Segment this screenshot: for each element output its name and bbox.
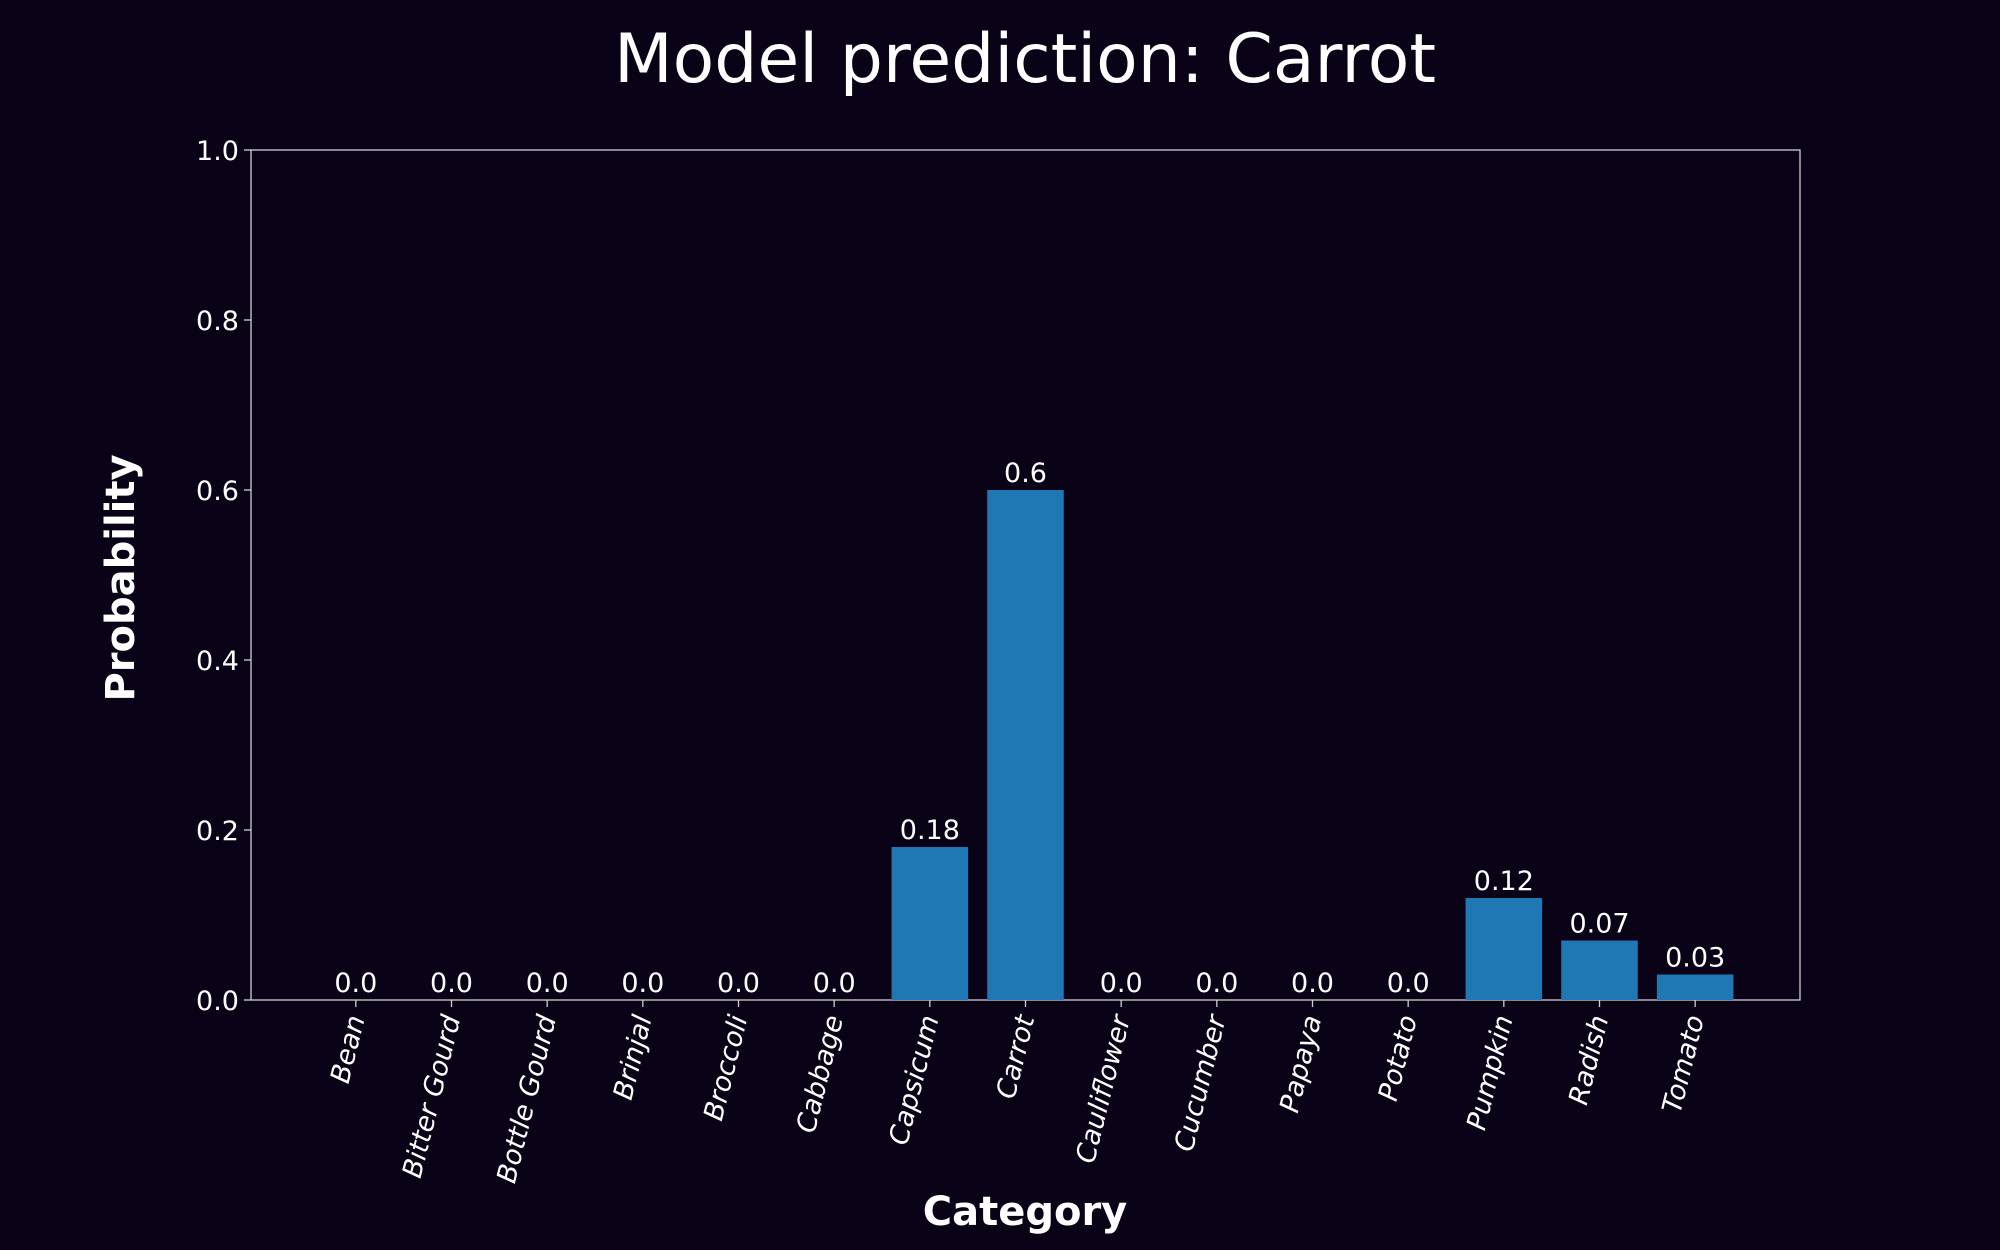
bar-value-label: 0.0	[430, 968, 473, 999]
y-axis: 0.0 0.2 0.4 0.6 0.8 1.0	[196, 136, 251, 1017]
bar-value-label: 0.0	[621, 968, 664, 999]
y-tick-label: 0.4	[196, 646, 239, 677]
bar-value-label: 0.0	[1195, 968, 1238, 999]
bar	[891, 847, 969, 1000]
x-tick-label: Tomato	[1657, 1012, 1711, 1116]
bar-value-label: 0.07	[1569, 909, 1629, 940]
bar	[987, 490, 1064, 1000]
bar-value-label: 0.03	[1665, 943, 1725, 974]
x-tick-label: Potato	[1373, 1012, 1424, 1104]
chart-title: Model prediction: Carrot	[614, 20, 1436, 99]
y-tick-label: 1.0	[196, 136, 239, 167]
bar-value-label: 0.0	[813, 968, 856, 999]
y-tick-label: 0.8	[196, 306, 239, 337]
x-tick-label: Carrot	[991, 1011, 1042, 1102]
bars-group: 0.0 0.0 0.0 0.0 0.0 0.0 0.18 0.6 0.0 0.0 0.0 0.0 0.1…	[334, 458, 1734, 1000]
bar	[1656, 974, 1734, 1000]
x-tick-label: Broccoli	[698, 1012, 754, 1124]
bar-value-label: 0.0	[717, 968, 760, 999]
y-tick-label: 0.2	[196, 816, 239, 847]
x-tick-label: Cauliflower	[1070, 1010, 1137, 1166]
bar-value-label: 0.0	[1387, 968, 1430, 999]
x-tick-label: Pumpkin	[1461, 1012, 1519, 1133]
x-tick-label: Bitter Gourd	[397, 1011, 468, 1181]
x-axis: Bean Bitter Gourd Bottle Gourd Brinjal Brocc…	[325, 1000, 1711, 1186]
bar-value-label: 0.0	[1100, 968, 1143, 999]
x-tick-label: Capsicum	[884, 1012, 946, 1148]
x-tick-label: Papaya	[1274, 1012, 1328, 1116]
x-axis-label: Category	[923, 1189, 1128, 1235]
x-tick-label: Cucumber	[1169, 1010, 1233, 1154]
x-tick-label: Bottle Gourd	[491, 1011, 563, 1186]
bar-value-label: 0.0	[1291, 968, 1334, 999]
x-tick-label: Bean	[325, 1012, 372, 1086]
x-tick-label: Brinjal	[608, 1012, 659, 1103]
bar-value-label: 0.0	[334, 968, 377, 999]
x-tick-label: Radish	[1563, 1012, 1615, 1108]
y-tick-label: 0.6	[196, 476, 239, 507]
bar-value-label: 0.6	[1004, 458, 1047, 489]
bar-value-label: 0.0	[526, 968, 569, 999]
y-tick-label: 0.0	[196, 986, 239, 1017]
bar	[1465, 898, 1543, 1000]
bar	[1561, 940, 1638, 1000]
x-tick-label: Cabbage	[791, 1012, 850, 1136]
y-axis-label: Probability	[98, 454, 144, 701]
bar-value-label: 0.12	[1474, 866, 1534, 897]
bar-value-label: 0.18	[900, 815, 960, 846]
